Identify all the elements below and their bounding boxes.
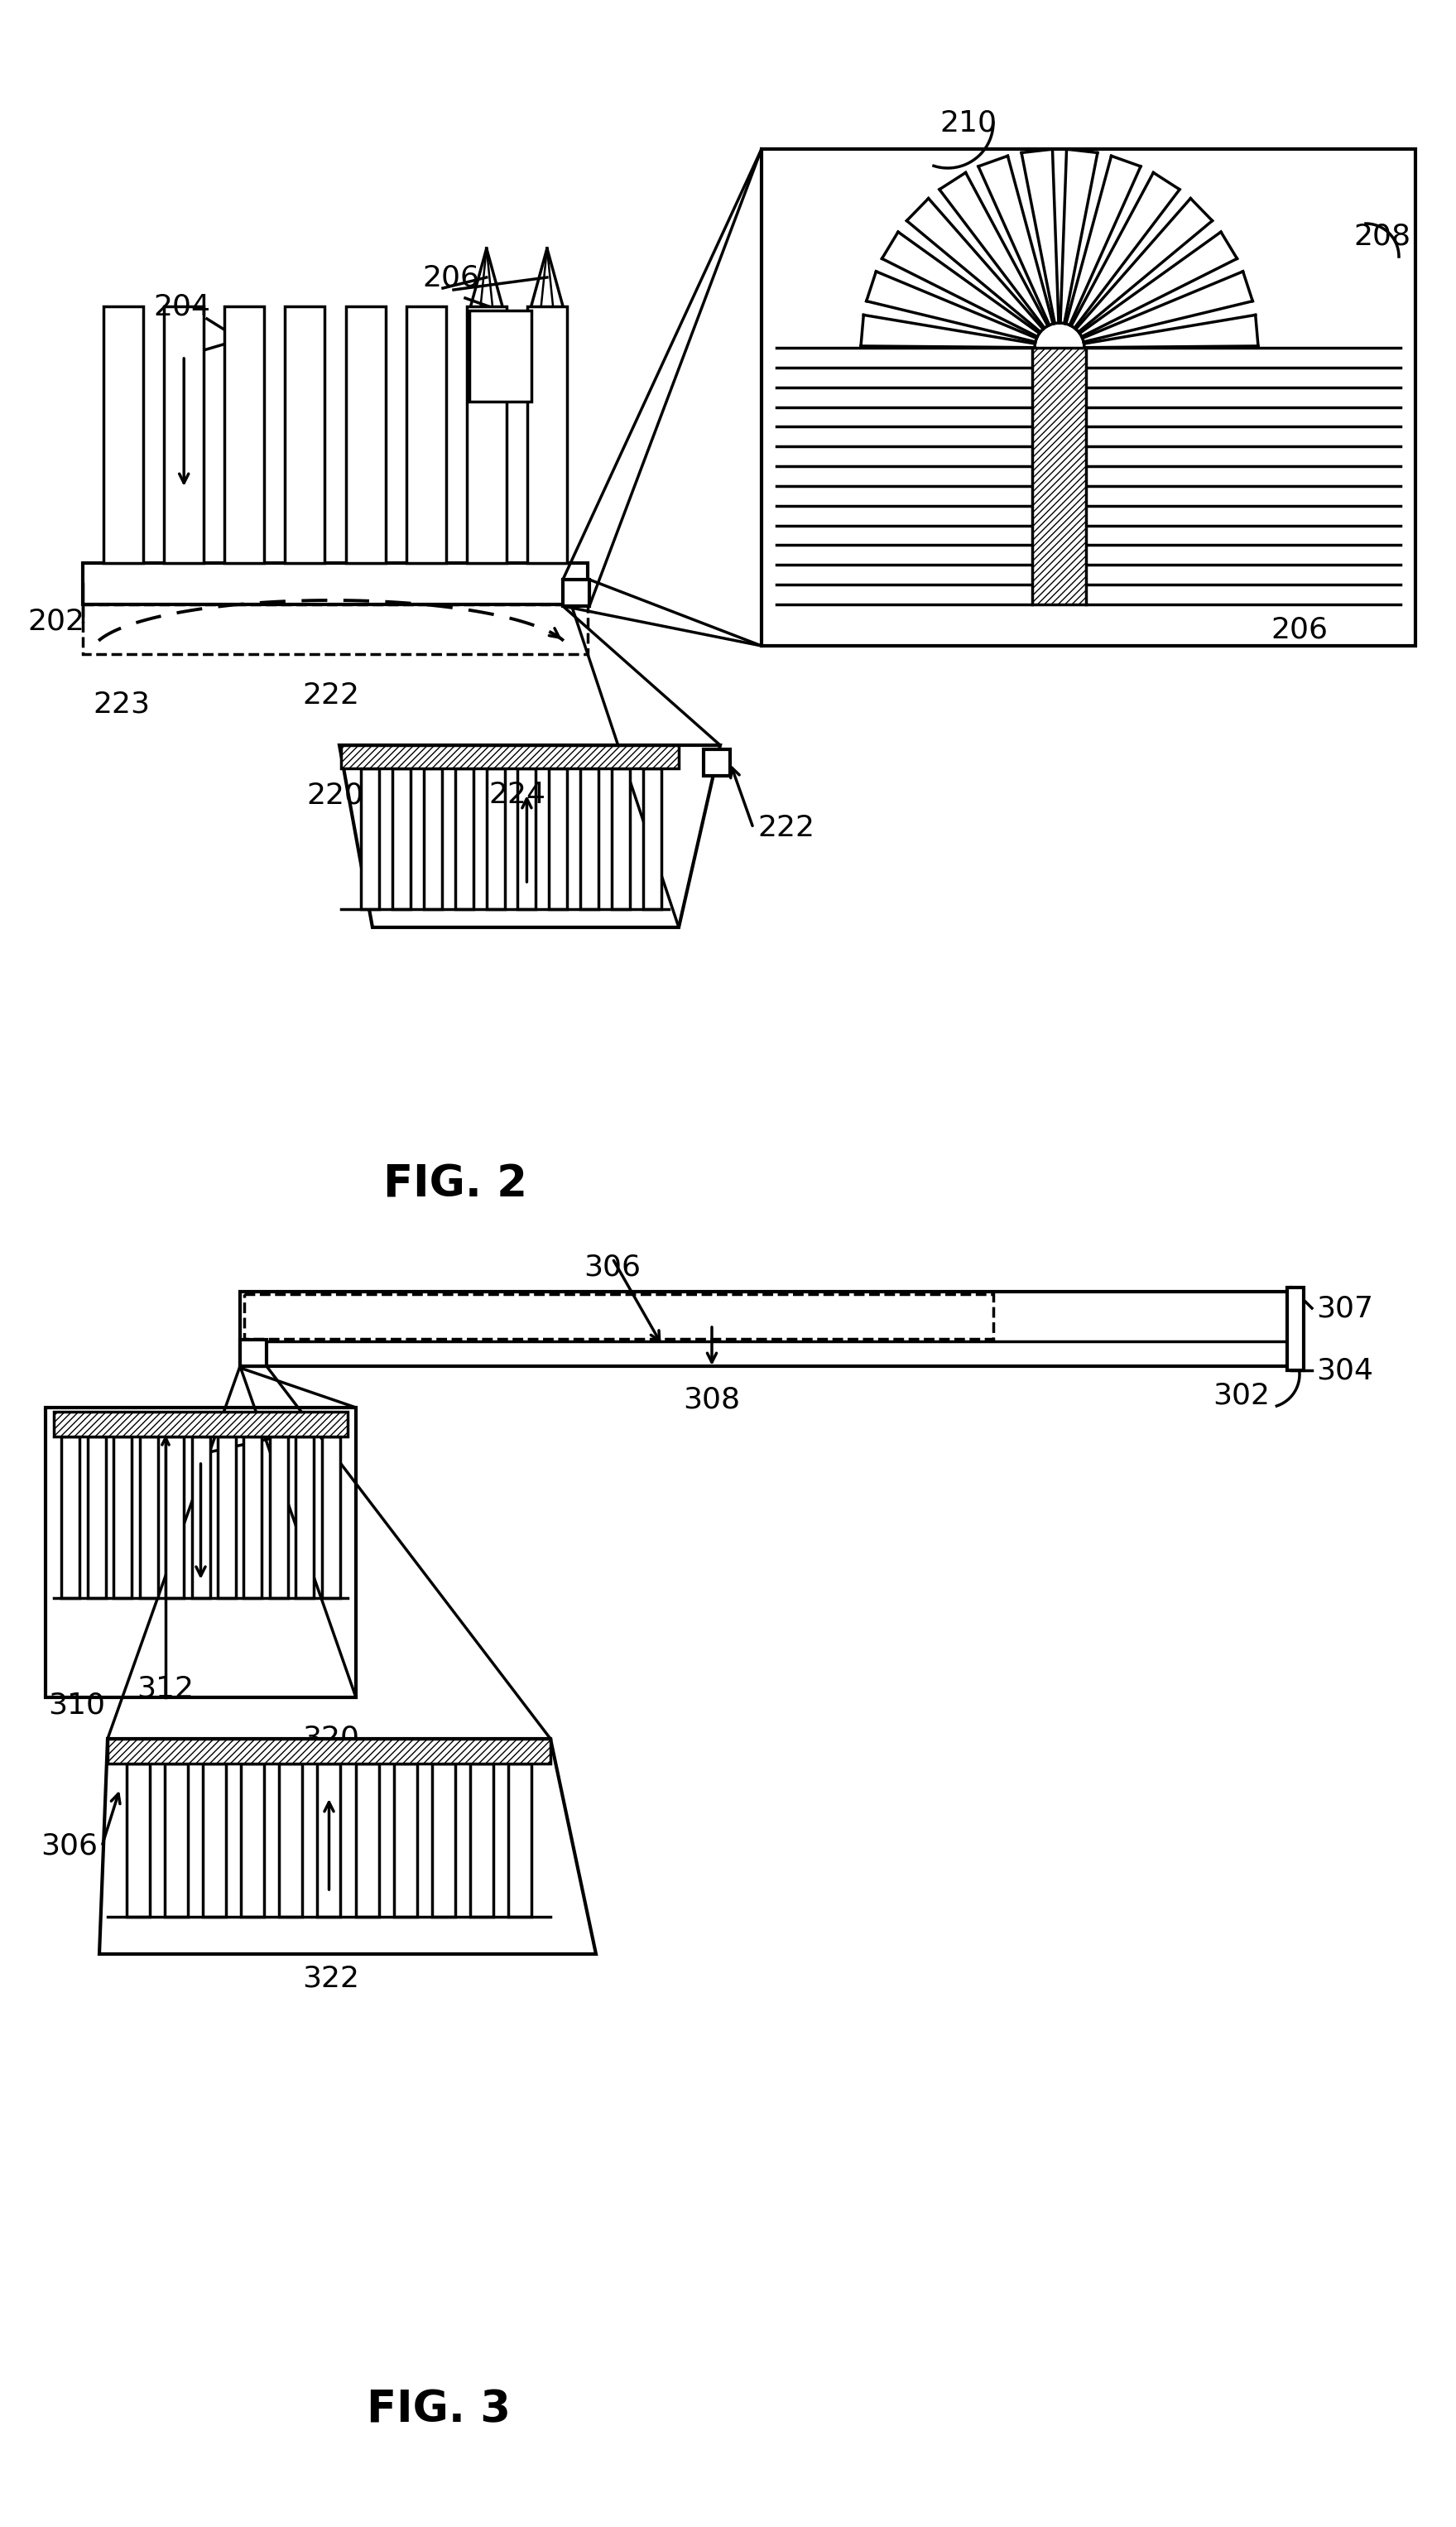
Bar bbox=[165, 1764, 188, 1918]
Bar bbox=[87, 1435, 106, 1597]
Bar bbox=[518, 768, 536, 910]
Bar bbox=[467, 306, 507, 564]
Bar bbox=[612, 768, 630, 910]
Text: 202: 202 bbox=[28, 606, 84, 634]
Bar bbox=[406, 306, 446, 564]
Bar bbox=[61, 1435, 80, 1597]
Bar bbox=[341, 745, 678, 768]
Bar bbox=[202, 1764, 226, 1918]
Text: 312: 312 bbox=[137, 1675, 194, 1703]
Text: 306: 306 bbox=[584, 1253, 641, 1281]
Text: 310: 310 bbox=[48, 1691, 105, 1721]
Bar bbox=[240, 1339, 266, 1367]
Bar bbox=[103, 306, 143, 564]
Text: 306: 306 bbox=[41, 1832, 98, 1860]
Text: 210: 210 bbox=[941, 109, 997, 136]
Bar bbox=[317, 1764, 341, 1918]
Bar bbox=[285, 306, 325, 564]
Bar bbox=[644, 768, 661, 910]
Bar bbox=[486, 768, 505, 910]
Text: 308: 308 bbox=[683, 1385, 741, 1413]
Text: FIG. 3: FIG. 3 bbox=[367, 2388, 511, 2431]
Bar bbox=[224, 306, 265, 564]
Text: 302: 302 bbox=[1213, 1382, 1270, 1410]
Bar bbox=[127, 1764, 150, 1918]
Bar bbox=[508, 1764, 531, 1918]
Bar bbox=[424, 768, 441, 910]
Text: 222: 222 bbox=[757, 814, 814, 841]
Text: 308: 308 bbox=[269, 1410, 326, 1438]
Bar bbox=[454, 768, 473, 910]
Bar bbox=[217, 1435, 236, 1597]
Bar bbox=[563, 579, 590, 606]
Bar bbox=[322, 1435, 339, 1597]
Bar bbox=[549, 768, 568, 910]
Bar bbox=[114, 1435, 132, 1597]
Bar bbox=[361, 768, 379, 910]
Bar bbox=[192, 1435, 210, 1597]
Bar bbox=[83, 564, 588, 604]
Text: 224: 224 bbox=[489, 781, 546, 809]
Text: 222: 222 bbox=[303, 682, 360, 710]
Text: 220: 220 bbox=[307, 781, 364, 809]
Text: 322: 322 bbox=[303, 1966, 360, 1994]
Text: 208: 208 bbox=[1354, 222, 1411, 250]
Bar bbox=[165, 306, 204, 564]
Text: 320: 320 bbox=[303, 1726, 360, 1754]
Bar bbox=[140, 1435, 157, 1597]
Bar bbox=[393, 1764, 416, 1918]
Bar bbox=[345, 306, 386, 564]
Text: 206: 206 bbox=[422, 263, 479, 291]
Text: 204: 204 bbox=[153, 293, 211, 321]
Text: 206: 206 bbox=[1271, 614, 1328, 644]
Text: 223: 223 bbox=[93, 690, 150, 718]
Bar bbox=[280, 1764, 303, 1918]
Bar bbox=[703, 751, 729, 776]
Bar bbox=[581, 768, 598, 910]
Bar bbox=[242, 1764, 265, 1918]
Bar bbox=[296, 1435, 314, 1597]
Bar bbox=[243, 1435, 262, 1597]
Bar bbox=[469, 311, 531, 402]
Text: 307: 307 bbox=[1316, 1294, 1373, 1322]
Bar bbox=[527, 306, 566, 564]
Bar bbox=[83, 604, 588, 654]
Bar bbox=[432, 1764, 456, 1918]
Bar bbox=[45, 1408, 355, 1698]
Bar bbox=[355, 1764, 379, 1918]
Text: FIG. 2: FIG. 2 bbox=[383, 1162, 527, 1205]
Bar bbox=[54, 1413, 348, 1435]
Bar bbox=[245, 1294, 993, 1339]
Bar bbox=[470, 1764, 494, 1918]
Text: 304: 304 bbox=[1316, 1357, 1373, 1385]
Polygon shape bbox=[99, 1739, 596, 1953]
Bar bbox=[108, 1739, 550, 1764]
Bar bbox=[269, 1435, 288, 1597]
Bar bbox=[240, 1291, 1291, 1367]
Bar bbox=[392, 768, 411, 910]
Bar bbox=[1287, 1289, 1303, 1370]
Bar bbox=[1032, 349, 1086, 604]
Bar bbox=[761, 149, 1415, 647]
Bar bbox=[166, 1435, 183, 1597]
Polygon shape bbox=[339, 745, 721, 927]
